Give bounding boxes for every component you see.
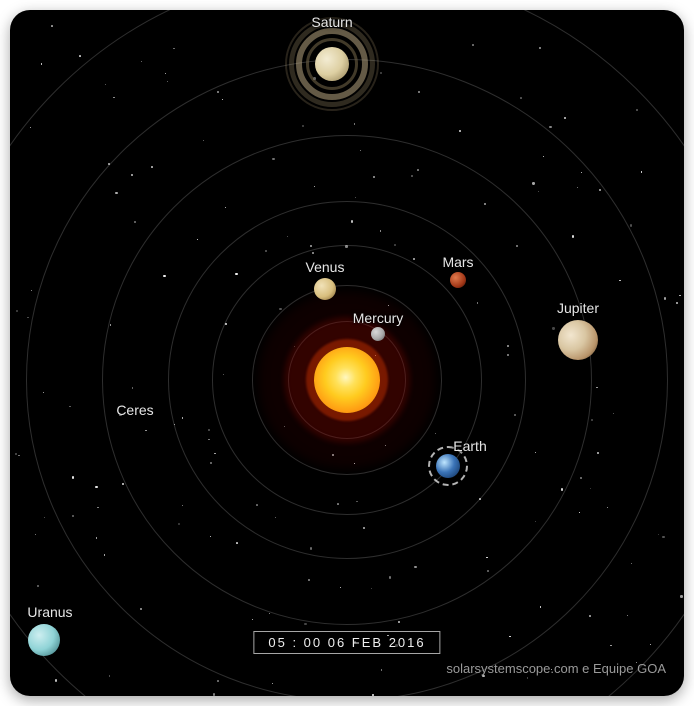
planet-mars [450,272,466,288]
label-uranus: Uranus [27,604,72,620]
label-mercury: Mercury [353,310,404,326]
planet-saturn [315,47,349,81]
planet-earth [436,454,460,478]
planet-venus [314,278,336,300]
planet-jupiter [558,320,598,360]
label-mars: Mars [442,254,473,270]
label-earth: Earth [453,438,486,454]
solar-system-card: Mercury Venus Earth Mars Ceres Jupiter Saturn U… [10,10,684,696]
label-saturn: Saturn [311,14,352,30]
label-venus: Venus [306,259,345,275]
label-jupiter: Jupiter [557,300,599,316]
space-canvas: Mercury Venus Earth Mars Ceres Jupiter Saturn U… [10,10,684,696]
label-ceres: Ceres [116,402,153,418]
timestamp-text: 05 : 00 06 FEB 2016 [268,635,425,650]
attribution-text: solarsystemscope.com e Equipe GOA [446,661,666,676]
sun [314,347,380,413]
planet-mercury [371,327,385,341]
timestamp-box: 05 : 00 06 FEB 2016 [253,631,440,654]
planet-uranus [28,624,60,656]
